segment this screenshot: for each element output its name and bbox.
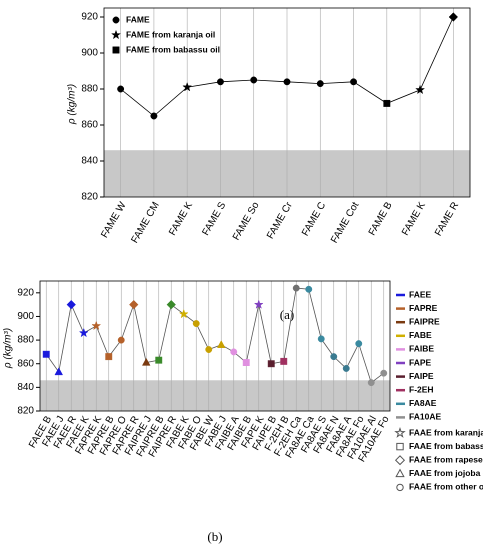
legend-label: FAAE from babassu oil (409, 441, 483, 451)
data-point (91, 320, 102, 331)
plot-frame (103, 7, 471, 198)
y-tick-label: 920 (17, 287, 34, 298)
data-point (242, 359, 250, 366)
legend-label: FAEE (409, 289, 432, 299)
legend-label: FAME from babassu oil (126, 44, 220, 54)
x-tick-label: FAME C (300, 200, 328, 238)
y-axis-label: ρ (kg/m³) (67, 84, 78, 125)
legend-label: FAME from karanja oil (126, 29, 215, 39)
data-point (117, 85, 125, 93)
data-point (355, 340, 363, 348)
data-point (42, 350, 50, 358)
data-point (141, 357, 151, 366)
data-point (316, 80, 324, 88)
data-point (280, 357, 288, 365)
legend-label: FAPE (409, 357, 432, 367)
legend-label: FABE (409, 330, 432, 340)
y-tick-label: 860 (81, 120, 98, 131)
y-tick-label: 900 (81, 48, 98, 59)
data-point (383, 99, 391, 107)
legend-label: FAAE from karanja oil (409, 427, 483, 437)
data-point (155, 356, 163, 364)
data-point (129, 299, 139, 310)
data-point (305, 285, 313, 293)
legend-marker (110, 29, 122, 40)
data-point (192, 320, 200, 327)
legend-label: F-2EH (409, 384, 434, 394)
data-point (78, 327, 89, 338)
legend-marker (394, 455, 406, 466)
legend-marker (112, 16, 120, 24)
legend-marker (112, 46, 120, 54)
data-point (292, 284, 300, 292)
legend-label: FA10AE (409, 412, 441, 422)
legend-label: FAIBE (409, 344, 434, 354)
y-tick-label: 920 (81, 12, 98, 23)
shaded-range (40, 380, 390, 411)
data-point (117, 336, 125, 344)
y-tick-label: 880 (17, 335, 34, 346)
x-tick-label: FAME B (367, 200, 395, 238)
data-point (367, 379, 375, 387)
x-tick-label: FAME Cot (329, 200, 361, 245)
y-tick-label: 840 (81, 156, 98, 167)
data-point (342, 365, 350, 372)
plot-frame (39, 280, 391, 412)
data-point (216, 340, 226, 348)
data-point (205, 346, 213, 353)
legend-label: FAAE from other oil (409, 482, 483, 492)
legend-label: FAPRE (409, 303, 438, 313)
data-point (267, 360, 275, 368)
data-point (415, 84, 426, 95)
legend-label: FAME (126, 14, 150, 24)
x-tick-label: FAME K (167, 200, 195, 238)
x-tick-label: FAME K (400, 200, 428, 238)
data-point (230, 348, 238, 356)
data-point (330, 353, 338, 361)
series-line (45, 287, 384, 384)
data-point (250, 76, 258, 84)
x-tick-label: FAME CM (129, 200, 161, 245)
legend-label: FA8AE (409, 398, 437, 408)
data-point (448, 12, 459, 22)
y-tick-label: 840 (17, 382, 34, 393)
y-tick-label: 900 (17, 311, 34, 322)
data-point (350, 78, 357, 86)
x-tick-label: FAME W (99, 200, 129, 240)
data-point (217, 78, 224, 86)
caption: (b) (207, 529, 222, 544)
x-tick-label: FAME R (433, 200, 461, 238)
data-point (317, 335, 325, 343)
x-tick-label: FAME So (231, 200, 262, 242)
caption: (a) (280, 307, 294, 322)
legend-marker (396, 483, 404, 492)
y-tick-label: 820 (81, 192, 98, 203)
data-point (283, 78, 291, 86)
y-tick-label: 820 (17, 406, 34, 417)
legend-marker (396, 442, 404, 451)
x-tick-label: FAME Cr (265, 200, 295, 241)
data-point (380, 369, 388, 377)
data-point (66, 299, 76, 310)
y-tick-label: 860 (17, 358, 34, 369)
data-point (54, 367, 64, 376)
data-point (166, 299, 176, 310)
legend-marker (394, 426, 406, 438)
legend-label: FAIPE (409, 371, 434, 381)
x-tick-label: FAME S (200, 200, 228, 238)
legend-label: FAIPRE (409, 316, 440, 326)
data-point (253, 299, 264, 309)
legend-label: FAAE from jojoba oil (409, 468, 483, 478)
data-point (182, 81, 193, 92)
y-tick-label: 880 (81, 84, 98, 95)
data-point (178, 308, 189, 319)
data-point (105, 353, 113, 361)
y-axis-label: ρ (kg/m³) (3, 328, 14, 369)
legend-marker (395, 468, 405, 478)
data-point (150, 112, 158, 120)
legend-label: FAAE from rapeseed oil (409, 454, 483, 464)
